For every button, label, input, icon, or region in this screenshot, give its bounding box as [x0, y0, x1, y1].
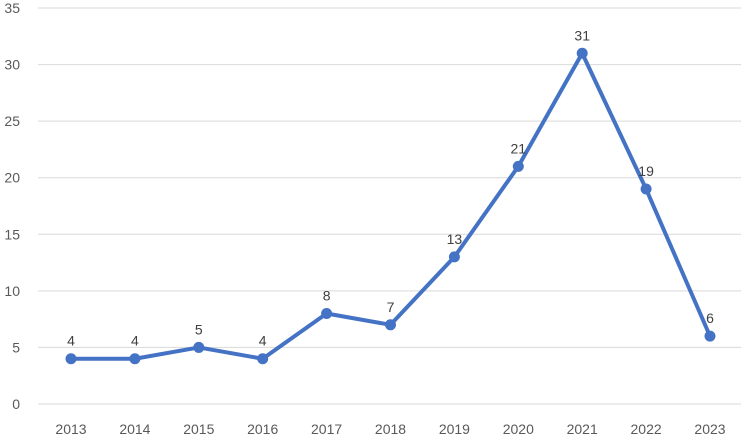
data-label-2016: 4 — [259, 333, 267, 349]
data-point-2014 — [129, 353, 141, 365]
x-tick-label: 2023 — [694, 421, 725, 436]
y-tick-label: 0 — [12, 396, 20, 412]
x-tick-label: 2017 — [311, 421, 342, 436]
data-labels: 4 4 5 4 8 7 13 21 31 19 6 — [67, 27, 714, 348]
x-tick-label: 2019 — [439, 421, 470, 436]
x-tick-label: 2018 — [375, 421, 406, 436]
data-label-2013: 4 — [67, 333, 75, 349]
x-tick-label: 2021 — [567, 421, 598, 436]
data-point-2022 — [640, 183, 652, 195]
data-point-2020 — [512, 160, 524, 172]
x-tick-label: 2020 — [503, 421, 534, 436]
data-point-2018 — [385, 319, 396, 331]
data-point-2017 — [321, 307, 333, 319]
y-tick-label: 10 — [4, 283, 20, 299]
data-label-2021: 31 — [574, 27, 590, 43]
data-point-2019 — [448, 251, 460, 263]
x-axis-tick-labels: 2013 2014 2015 2016 2017 2018 2019 2020 2021 2022… — [55, 421, 725, 436]
data-point-2021 — [576, 47, 588, 59]
x-tick-label: 2016 — [247, 421, 278, 436]
y-tick-label: 25 — [4, 113, 20, 129]
x-tick-label: 2014 — [119, 421, 150, 436]
y-tick-label: 35 — [4, 0, 20, 16]
data-label-2017: 8 — [323, 287, 331, 303]
data-point-2016 — [257, 353, 269, 365]
data-label-2023: 6 — [706, 310, 714, 326]
x-tick-label: 2013 — [55, 421, 86, 436]
y-tick-label: 5 — [12, 339, 20, 355]
data-point-2015 — [193, 341, 205, 353]
x-tick-label: 2015 — [183, 421, 214, 436]
data-label-2022: 19 — [638, 163, 654, 179]
data-label-2014: 4 — [131, 333, 139, 349]
data-label-2020: 21 — [511, 140, 527, 156]
y-axis-tick-labels: 0 5 10 15 20 25 30 35 — [4, 0, 20, 412]
y-tick-label: 15 — [4, 226, 20, 242]
x-tick-label: 2022 — [631, 421, 662, 436]
data-label-2019: 13 — [447, 231, 463, 247]
data-point-2023 — [704, 330, 716, 342]
data-label-2018: 7 — [387, 299, 395, 315]
data-label-2015: 5 — [195, 321, 203, 337]
gridlines — [38, 7, 741, 405]
y-tick-label: 30 — [4, 57, 20, 73]
y-tick-label: 20 — [4, 170, 20, 186]
series-group — [65, 47, 716, 365]
data-point-2013 — [65, 353, 77, 365]
